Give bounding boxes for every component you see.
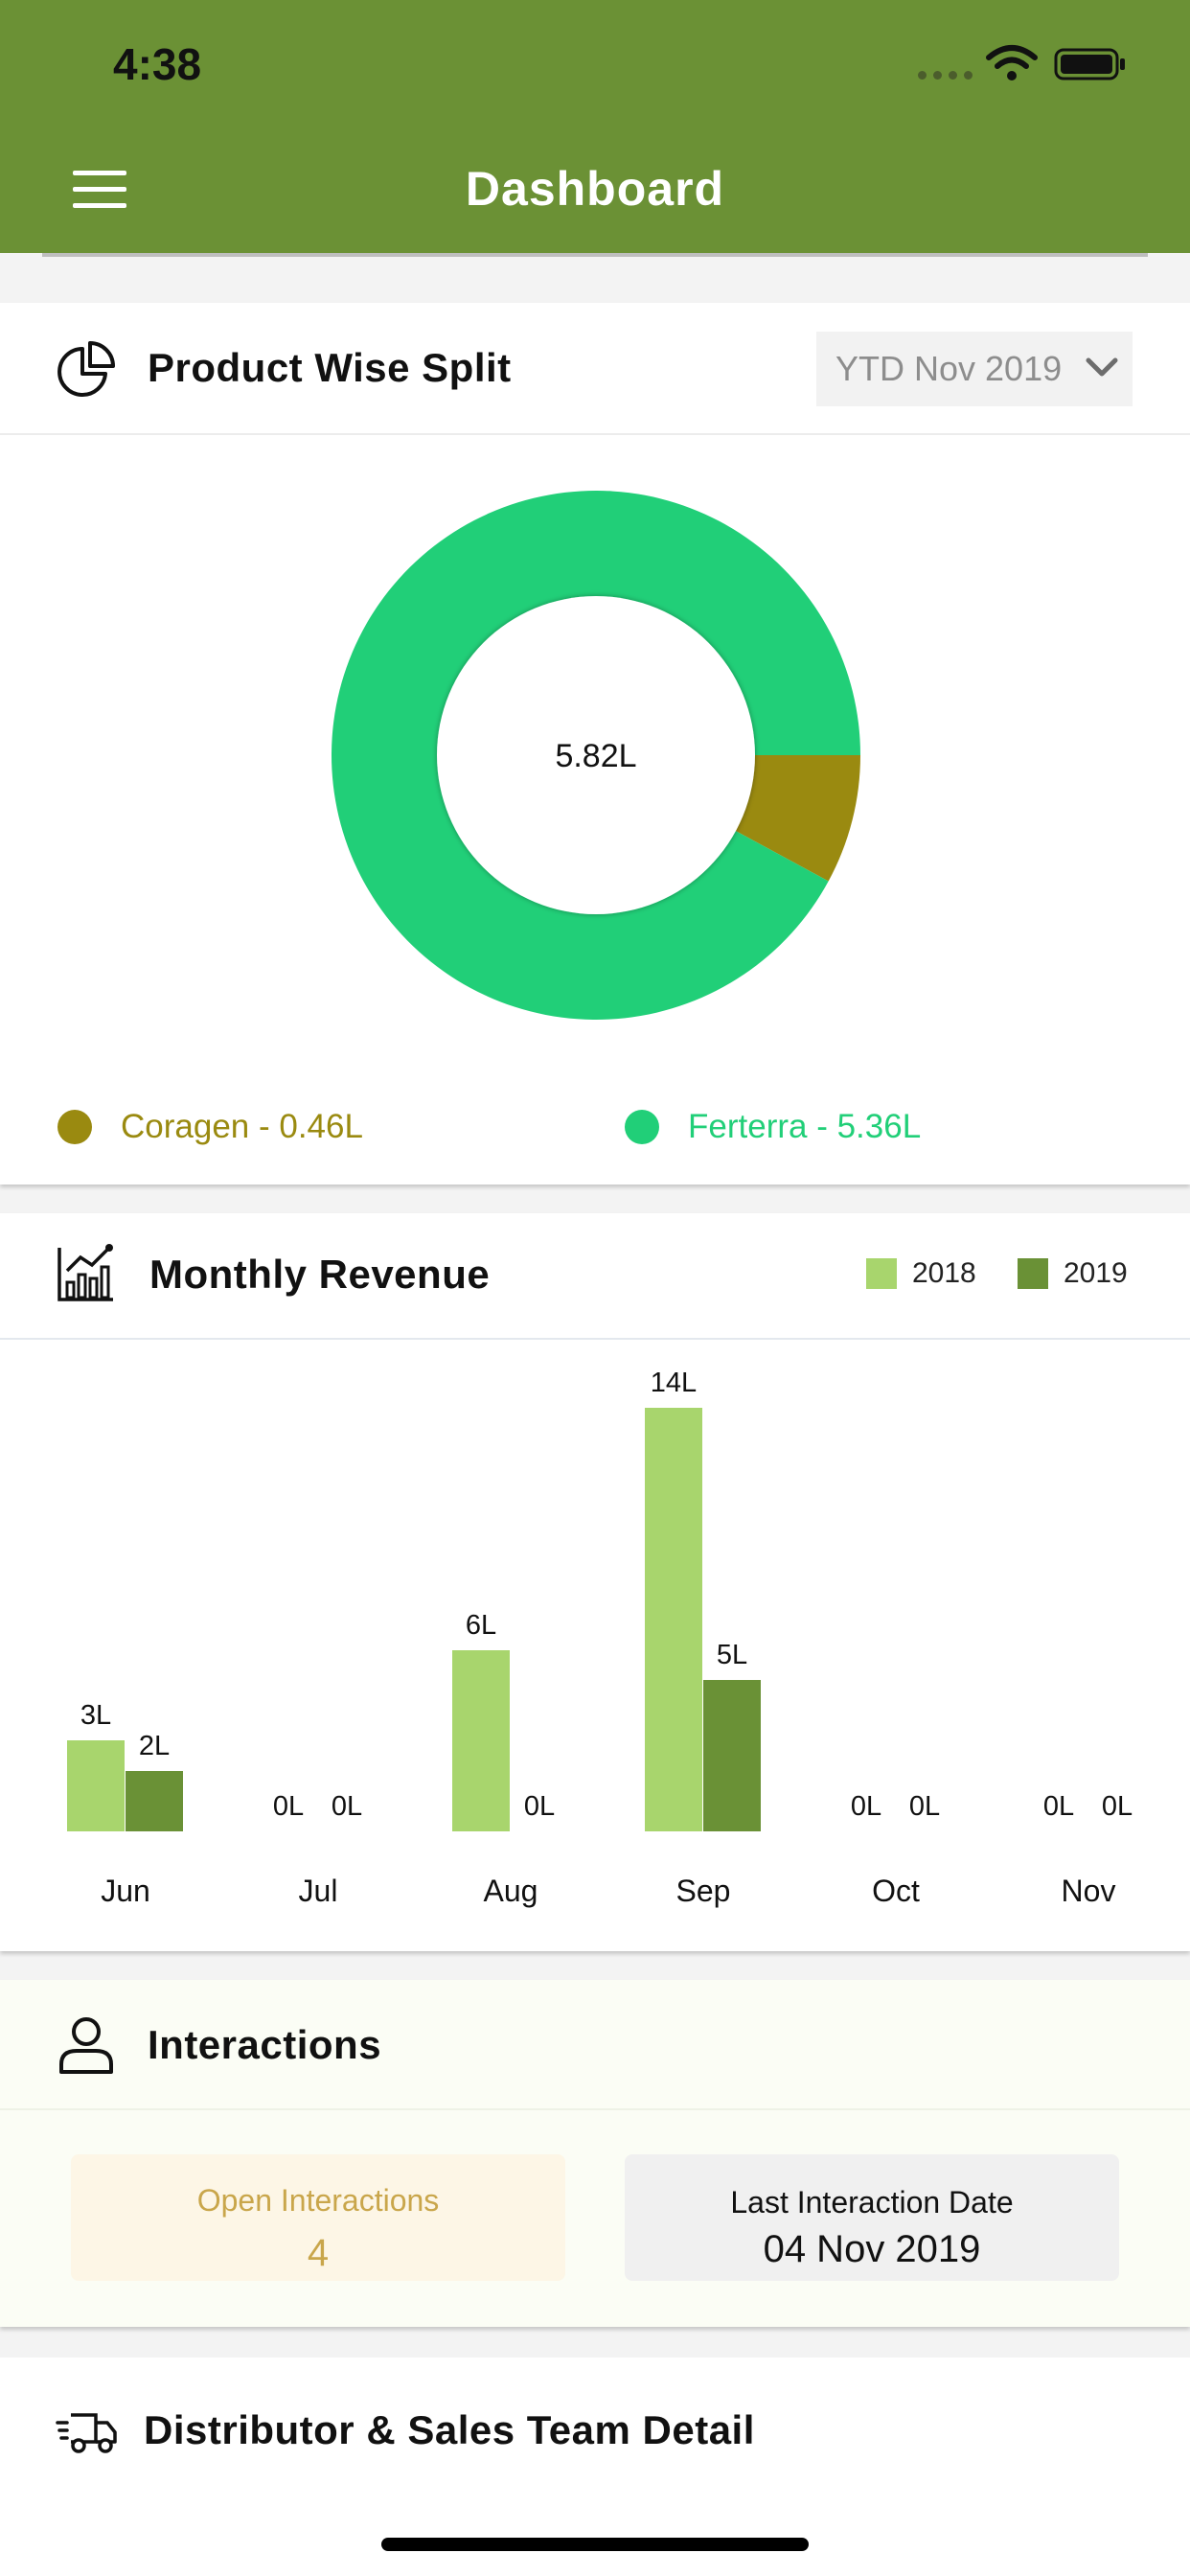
pie-chart-icon [57, 341, 115, 397]
bar-value-label: 0L [1042, 1791, 1075, 1822]
legend-2018: 2018 [866, 1257, 976, 1290]
legend-dot-ferterra [625, 1110, 659, 1144]
open-interactions-tile[interactable]: Open Interactions 4 [71, 2154, 565, 2281]
open-interactions-label: Open Interactions [196, 2183, 440, 2218]
status-time: 4:38 [113, 39, 202, 89]
legend-item-coragen: Coragen - 0.46L [57, 1108, 363, 1146]
bar-value-label: 0L [272, 1791, 305, 1822]
wifi-icon [986, 45, 1038, 80]
legend-swatch-2018 [866, 1258, 897, 1289]
bar-value-label: 3L [80, 1700, 112, 1732]
bar-jun-2018 [67, 1740, 125, 1831]
hamburger-menu-icon[interactable] [73, 171, 126, 209]
bar-sep-2018 [645, 1408, 702, 1831]
home-indicator [381, 2538, 809, 2551]
period-dropdown-value: YTD Nov 2019 [835, 349, 1063, 388]
chevron-down-icon [1086, 357, 1118, 377]
bar-jun-2019 [126, 1770, 183, 1831]
donut-hole [437, 596, 755, 914]
bar-sep-2019 [703, 1680, 761, 1831]
legend-item-ferterra: Ferterra - 5.36L [625, 1108, 921, 1146]
card-divider [0, 1338, 1190, 1340]
bar-value-label: 2L [138, 1730, 171, 1761]
legend-label-2018: 2018 [912, 1257, 976, 1289]
product-split-donut-chart: 5.82L [332, 491, 860, 1021]
legend-dot-coragen [57, 1110, 92, 1144]
delivery-truck-icon [56, 2413, 117, 2453]
last-interaction-value: 04 Nov 2019 [763, 2228, 981, 2270]
bar-value-label: 6L [465, 1609, 497, 1641]
x-axis-label-aug: Aug [483, 1874, 538, 1908]
bar-value-label: 0L [1101, 1791, 1133, 1822]
interactions-title: Interactions [148, 2022, 382, 2067]
period-dropdown[interactable]: YTD Nov 2019 [816, 332, 1133, 406]
legend-2019: 2019 [1018, 1257, 1128, 1290]
user-icon [59, 2017, 113, 2074]
app-header: 4:38 Dashboard [0, 0, 1190, 253]
battery-icon [1054, 48, 1125, 80]
interactions-card: Interactions Open Interactions 4 Last In… [0, 1980, 1190, 2327]
x-axis-label-nov: Nov [1061, 1874, 1116, 1908]
distributor-title: Distributor & Sales Team Detail [144, 2407, 755, 2452]
trend-chart-icon [57, 1244, 113, 1301]
bar-value-label: 0L [908, 1791, 941, 1822]
signal-icon [918, 71, 973, 80]
bar-value-label: 0L [331, 1791, 363, 1822]
bar-value-label: 0L [523, 1791, 556, 1822]
x-axis-label-sep: Sep [675, 1874, 731, 1908]
legend-swatch-2019 [1018, 1258, 1048, 1289]
page-title: Dashboard [465, 162, 725, 216]
legend-label-2019: 2019 [1064, 1257, 1128, 1289]
product-split-card: Product Wise Split YTD Nov 2019 5.82L Co… [0, 303, 1190, 1184]
header-divider [42, 253, 1148, 257]
x-axis-label-oct: Oct [872, 1874, 920, 1908]
card-divider [0, 2108, 1190, 2110]
bar-aug-2018 [452, 1649, 510, 1831]
open-interactions-value: 4 [307, 2232, 330, 2274]
legend-label-ferterra: Ferterra - 5.36L [688, 1108, 922, 1145]
bar-value-label: 14L [650, 1368, 698, 1398]
monthly-revenue-bar-chart: 3L 2L Jun 0L 0L Jul 6L 0L Aug 14L 5L Sep 0L 0L Oct 0L 0L… [0, 1213, 1190, 1951]
monthly-revenue-title: Monthly Revenue [149, 1252, 491, 1297]
last-interaction-label: Last Interaction Date [730, 2185, 1014, 2220]
bar-value-label: 0L [850, 1791, 882, 1822]
x-axis-label-jul: Jul [298, 1874, 338, 1908]
last-interaction-tile: Last Interaction Date 04 Nov 2019 [625, 2154, 1119, 2281]
monthly-revenue-card: Monthly Revenue 2018 2019 3L 2L Jun 0L 0L Jul… [0, 1213, 1190, 1951]
product-split-title: Product Wise Split [148, 345, 512, 390]
legend-label-coragen: Coragen - 0.46L [121, 1108, 363, 1145]
donut-total-label: 5.82L [555, 738, 636, 774]
bar-value-label: 5L [716, 1640, 748, 1671]
x-axis-label-jun: Jun [101, 1874, 150, 1908]
card-divider [0, 433, 1190, 435]
